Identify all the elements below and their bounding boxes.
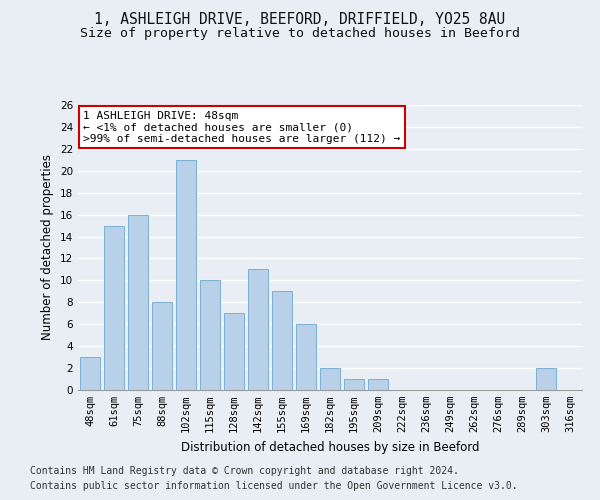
Text: Size of property relative to detached houses in Beeford: Size of property relative to detached ho… (80, 28, 520, 40)
Bar (128, 214, 148, 390)
Text: Contains public sector information licensed under the Open Government Licence v3: Contains public sector information licen… (30, 481, 518, 491)
Bar (344, 379, 364, 390)
Text: 1 ASHLEIGH DRIVE: 48sqm
← <1% of detached houses are smaller (0)
>99% of semi-de: 1 ASHLEIGH DRIVE: 48sqm ← <1% of detache… (83, 110, 400, 144)
Bar (368, 379, 388, 390)
Bar (152, 302, 172, 390)
Bar (176, 160, 196, 390)
Bar (224, 314, 244, 390)
Y-axis label: Number of detached properties: Number of detached properties (41, 154, 55, 340)
Text: 1, ASHLEIGH DRIVE, BEEFORD, DRIFFIELD, YO25 8AU: 1, ASHLEIGH DRIVE, BEEFORD, DRIFFIELD, Y… (94, 12, 506, 28)
Bar (296, 324, 316, 390)
Bar (536, 368, 556, 390)
Bar (200, 280, 220, 390)
Bar (272, 292, 292, 390)
Bar (248, 270, 268, 390)
Bar (320, 368, 340, 390)
Bar (104, 226, 124, 390)
Text: Contains HM Land Registry data © Crown copyright and database right 2024.: Contains HM Land Registry data © Crown c… (30, 466, 459, 476)
X-axis label: Distribution of detached houses by size in Beeford: Distribution of detached houses by size … (181, 440, 479, 454)
Bar (80, 357, 100, 390)
